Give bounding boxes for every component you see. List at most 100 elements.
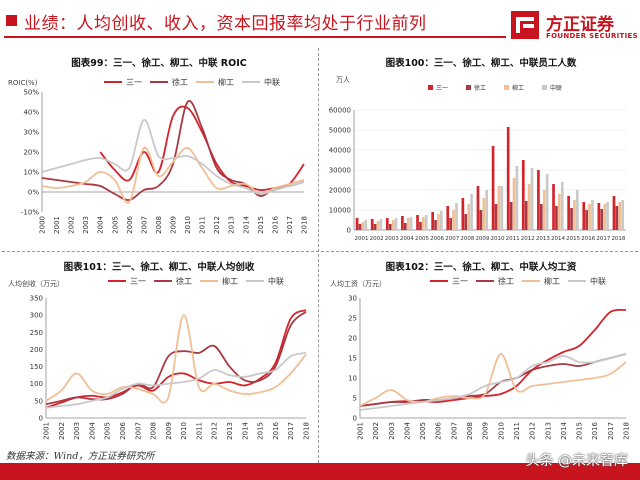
bar — [437, 214, 440, 230]
legend-entry-1: 徐工 — [176, 276, 192, 286]
series-line-2 — [45, 314, 307, 404]
legend-entry-0: 三一 — [436, 85, 448, 92]
x-tick-label: 2008 — [466, 422, 474, 440]
x-tick-label: 2004 — [97, 215, 105, 233]
legend-entry-0: 三一 — [126, 78, 142, 87]
x-tick-label: 2003 — [82, 216, 90, 234]
x-tick-label: 2010 — [497, 422, 505, 440]
y-tick-label: 5 — [353, 395, 357, 403]
x-tick-label: 2012 — [521, 236, 535, 242]
bar — [603, 204, 607, 230]
x-tick-label: 2006 — [435, 421, 443, 439]
y-tick-label: 30 — [348, 295, 357, 303]
y-axis-label: ROIC(%) — [8, 79, 38, 87]
bar — [500, 186, 504, 230]
x-tick-label: 2013 — [536, 236, 550, 242]
series-line-1 — [359, 353, 627, 407]
bar — [537, 170, 540, 230]
x-tick-label: 2007 — [134, 422, 142, 440]
bar — [391, 220, 395, 230]
chart-title: 图表102：三一、徐工、柳工、中联人均工资 — [386, 261, 577, 273]
x-tick-label: 2016 — [581, 236, 595, 242]
legend-entry-1: 徐工 — [474, 84, 486, 92]
legend-swatch-1 — [466, 85, 471, 90]
y-tick-label: -10% — [21, 209, 39, 217]
legend-entry-3: 中联 — [550, 84, 562, 92]
y-tick-label: 50000 — [329, 127, 351, 135]
y-tick-label: 200 — [30, 346, 43, 354]
legend-entry-3: 中联 — [264, 77, 280, 87]
x-tick-label: 2003 — [385, 236, 399, 242]
x-tick-label: 2013 — [228, 216, 236, 234]
chart-title: 图表101：三一、徐工、柳工、中联人均创收 — [64, 261, 255, 273]
x-tick-label: 2007 — [140, 216, 148, 234]
x-tick-label: 2017 — [596, 236, 610, 242]
x-tick-label: 2008 — [460, 236, 474, 242]
bar — [422, 217, 425, 230]
bar — [452, 210, 455, 230]
bar — [482, 198, 486, 230]
legend-swatch-2 — [504, 85, 509, 90]
bar — [419, 222, 422, 230]
bar — [573, 200, 576, 230]
y-axis-label: 万人 — [336, 76, 350, 84]
bar — [558, 194, 561, 230]
chart-title: 图表100：三一、徐工、柳工、中联员工人数 — [386, 57, 577, 69]
watermark: 头条 @未来智库 — [525, 453, 628, 469]
bar — [467, 204, 471, 230]
x-tick-label: 2014 — [241, 421, 249, 439]
x-tick-label: 2013 — [226, 422, 234, 440]
x-tick-label: 2002 — [370, 236, 384, 242]
bar — [449, 218, 452, 230]
x-tick-label: 2004 — [403, 421, 411, 439]
bar — [401, 216, 404, 230]
bar — [524, 201, 528, 230]
series-line-0 — [359, 308, 627, 407]
bar — [455, 203, 458, 230]
x-tick-label: 2003 — [73, 422, 81, 440]
page-title: 业绩：人均创收、收入，资本回报率均处于行业前列 — [24, 14, 427, 34]
legend-entry-0: 三一 — [452, 277, 468, 286]
bar — [406, 218, 410, 230]
x-tick-label: 2004 — [400, 236, 414, 242]
bar — [376, 221, 380, 230]
x-tick-label: 2005 — [104, 422, 112, 440]
header-square-icon — [6, 15, 17, 26]
bar — [582, 202, 586, 230]
bar — [615, 206, 619, 230]
y-tick-label: 10% — [23, 169, 39, 177]
y-tick-label: 40% — [23, 109, 39, 117]
logo-name-en: FOUNDER SECURITIES — [546, 32, 638, 40]
bar — [552, 184, 555, 230]
x-tick-label: 2001 — [53, 216, 61, 234]
bar — [542, 190, 546, 230]
logo-name-cn: 方正证券 — [546, 15, 614, 35]
bar — [361, 222, 365, 230]
x-tick-label: 2015 — [257, 422, 265, 440]
y-tick-label: 0% — [28, 189, 39, 197]
series-line-1 — [41, 100, 305, 201]
header-divider — [4, 36, 506, 38]
x-tick-label: 2006 — [126, 215, 134, 233]
legend-entry-2: 柳工 — [222, 276, 238, 286]
bar — [494, 204, 498, 230]
bar — [403, 223, 407, 230]
x-tick-label: 2016 — [591, 421, 599, 439]
y-tick-label: 350 — [30, 295, 43, 303]
bar — [585, 210, 588, 230]
y-axis-label: 人均创收（万元） — [8, 279, 64, 288]
y-tick-label: 60000 — [329, 107, 351, 115]
bar — [479, 210, 483, 230]
x-tick-label: 2002 — [58, 422, 66, 440]
bar — [364, 220, 368, 230]
bar — [464, 214, 468, 230]
x-tick-label: 2018 — [623, 422, 631, 440]
x-tick-label: 2006 — [119, 421, 127, 439]
x-tick-label: 2012 — [213, 216, 221, 234]
legend-entry-2: 柳工 — [218, 77, 234, 87]
bar — [409, 217, 413, 230]
company-logo: 方正证券 FOUNDER SECURITIES — [510, 6, 638, 46]
legend-entry-1: 徐工 — [498, 276, 514, 286]
